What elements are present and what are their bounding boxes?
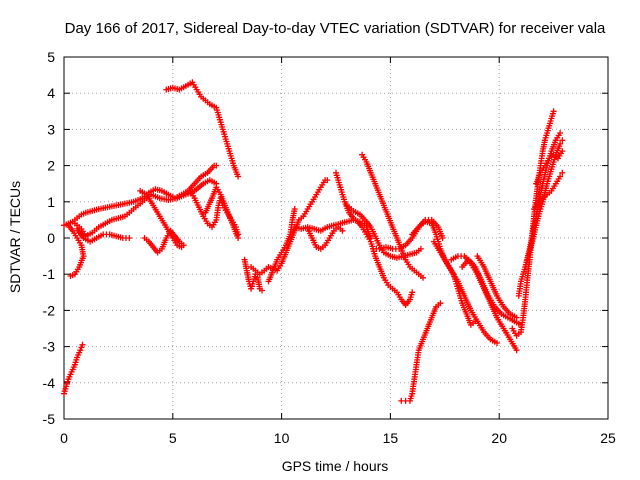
data-point-markers: [65, 222, 87, 279]
series-arc-11: [241, 256, 265, 294]
data-point-markers: [61, 341, 86, 397]
x-tick-label: 0: [60, 430, 68, 446]
series-arc-3: [65, 222, 87, 279]
data-point-markers: [474, 253, 520, 321]
series-arc-10: [202, 184, 242, 241]
y-tick-label: 2: [47, 158, 55, 174]
y-tick-label: -5: [43, 411, 56, 427]
y-tick-label: 1: [47, 194, 55, 210]
y-tick-label: -1: [43, 266, 56, 282]
y-tick-label: -3: [43, 339, 56, 355]
series-arc-22: [430, 238, 479, 328]
series-arc-13: [265, 206, 298, 285]
series-arc-29: [531, 169, 566, 212]
x-axis-label: GPS time / hours: [282, 458, 389, 474]
series-arc-4: [71, 177, 220, 240]
data-point-markers: [202, 184, 242, 241]
series-arc-18: [359, 151, 426, 281]
data-point-markers: [265, 206, 298, 285]
x-tick-label: 10: [274, 430, 290, 446]
data-point-markers: [163, 79, 242, 180]
y-axis-label: SDTVAR / TECUs: [7, 181, 23, 293]
x-tick-label: 15: [383, 430, 399, 446]
data-point-markers: [304, 224, 346, 252]
data-point-markers: [248, 177, 331, 278]
data-point-markers: [359, 151, 426, 281]
y-tick-label: 0: [47, 230, 55, 246]
series-arc-1: [61, 341, 86, 397]
data-point-markers: [137, 187, 185, 251]
series-arc-24: [459, 256, 524, 328]
axis-ticks: -5 -4 -3 -2 -1 0 1 2 3 4 5 0 5 10 15 20 25: [43, 49, 616, 446]
x-tick-label: 25: [600, 430, 616, 446]
series-arc-25: [474, 253, 520, 321]
y-tick-label: 5: [47, 49, 55, 65]
data-point-markers: [241, 256, 265, 294]
grid: [64, 57, 608, 419]
data-point-markers: [459, 256, 524, 328]
series-arc-15: [304, 224, 346, 252]
x-tick-label: 20: [491, 430, 507, 446]
x-tick-label: 5: [169, 430, 177, 446]
data-point-markers: [533, 148, 566, 187]
data-point-markers: [74, 225, 133, 245]
chart-title: Day 166 of 2017, Sidereal Day-to-day VTE…: [65, 20, 606, 37]
series-arc-12: [248, 177, 331, 278]
series-arc-8: [163, 79, 242, 180]
y-tick-label: -2: [43, 302, 56, 318]
y-tick-label: 3: [47, 121, 55, 137]
data-point-markers: [71, 177, 220, 240]
series-arc-5: [74, 225, 133, 245]
series-arc-20: [398, 300, 444, 404]
y-tick-label: 4: [47, 85, 55, 101]
data-point-markers: [398, 300, 444, 404]
series-arc-30: [533, 148, 566, 187]
series-arc-17: [343, 202, 424, 261]
data-layer: [61, 79, 566, 404]
y-tick-label: -4: [43, 375, 56, 391]
series-arc-7: [137, 187, 185, 251]
data-point-markers: [531, 169, 566, 212]
data-point-markers: [430, 238, 479, 328]
data-point-markers: [343, 202, 424, 261]
